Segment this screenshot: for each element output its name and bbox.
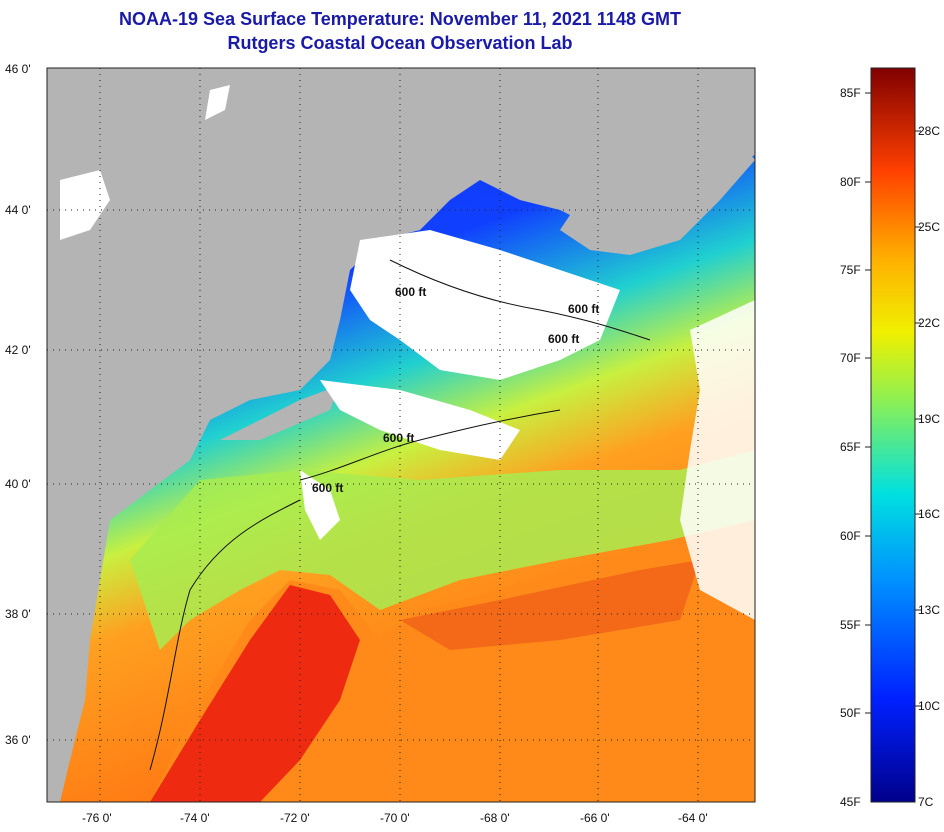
colorbar-c-label: 10C <box>918 699 940 713</box>
colorbar-c-label: 16C <box>918 507 940 521</box>
contour-label: 600 ft <box>548 332 579 346</box>
lake-ice <box>60 170 110 240</box>
chart-title: NOAA-19 Sea Surface Temperature: Novembe… <box>119 9 681 29</box>
contour-label: 600 ft <box>383 431 414 445</box>
lon-label: -66 0' <box>580 811 610 825</box>
colorbar-f-label: 80F <box>840 175 861 189</box>
lake <box>205 85 230 120</box>
warm-core <box>150 585 360 802</box>
lat-label: 40 0' <box>5 477 31 491</box>
shelf-water <box>130 450 755 650</box>
lat-label: 44 0' <box>5 203 31 217</box>
lon-label: -68 0' <box>480 811 510 825</box>
map-frame <box>46 67 756 803</box>
lon-label: -64 0' <box>678 811 708 825</box>
long-island <box>220 385 340 440</box>
colorbar-c-label: 25C <box>918 220 940 234</box>
cloud-georges <box>320 380 520 460</box>
graticule <box>47 68 755 802</box>
nova-scotia <box>560 110 755 255</box>
contour-line <box>299 409 561 481</box>
contour-label: 600 ft <box>568 302 599 316</box>
chart-subtitle: Rutgers Coastal Ocean Observation Lab <box>227 33 573 53</box>
colorbar <box>870 67 916 803</box>
colorbar-f-label: 85F <box>840 86 861 100</box>
colorbar-c-label: 7C <box>918 795 934 809</box>
lon-label: -76 0' <box>82 811 112 825</box>
colorbar-f-label: 65F <box>840 440 861 454</box>
cloud-east <box>680 300 755 620</box>
lat-label: 42 0' <box>5 343 31 357</box>
colorbar-ticks <box>865 92 921 714</box>
colorbar-f-label: 75F <box>840 263 861 277</box>
lat-label: 38 0' <box>5 607 31 621</box>
contour-line <box>389 259 651 341</box>
contour-line <box>149 499 301 771</box>
lon-label: -70 0' <box>380 811 410 825</box>
lon-label: -72 0' <box>280 811 310 825</box>
lat-label: 46 0' <box>5 62 31 76</box>
cloud-gulf-of-maine <box>350 230 620 380</box>
lon-label: -74 0' <box>180 811 210 825</box>
colorbar-c-label: 19C <box>918 412 940 426</box>
contour-label: 600 ft <box>312 481 343 495</box>
colorbar-f-label: 60F <box>840 529 861 543</box>
lat-label: 36 0' <box>5 733 31 747</box>
colorbar-f-label: 70F <box>840 351 861 365</box>
cloud-streak <box>300 470 340 540</box>
contour-label: 600 ft <box>395 285 426 299</box>
colorbar-f-label: 45F <box>840 795 861 809</box>
colorbar-c-label: 13C <box>918 603 940 617</box>
warm-eddy <box>400 560 700 650</box>
colorbar-c-label: 22C <box>918 316 940 330</box>
colorbar-f-label: 55F <box>840 618 861 632</box>
colorbar-f-label: 50F <box>840 706 861 720</box>
colorbar-c-label: 28C <box>918 124 940 138</box>
land-mass <box>47 68 755 802</box>
